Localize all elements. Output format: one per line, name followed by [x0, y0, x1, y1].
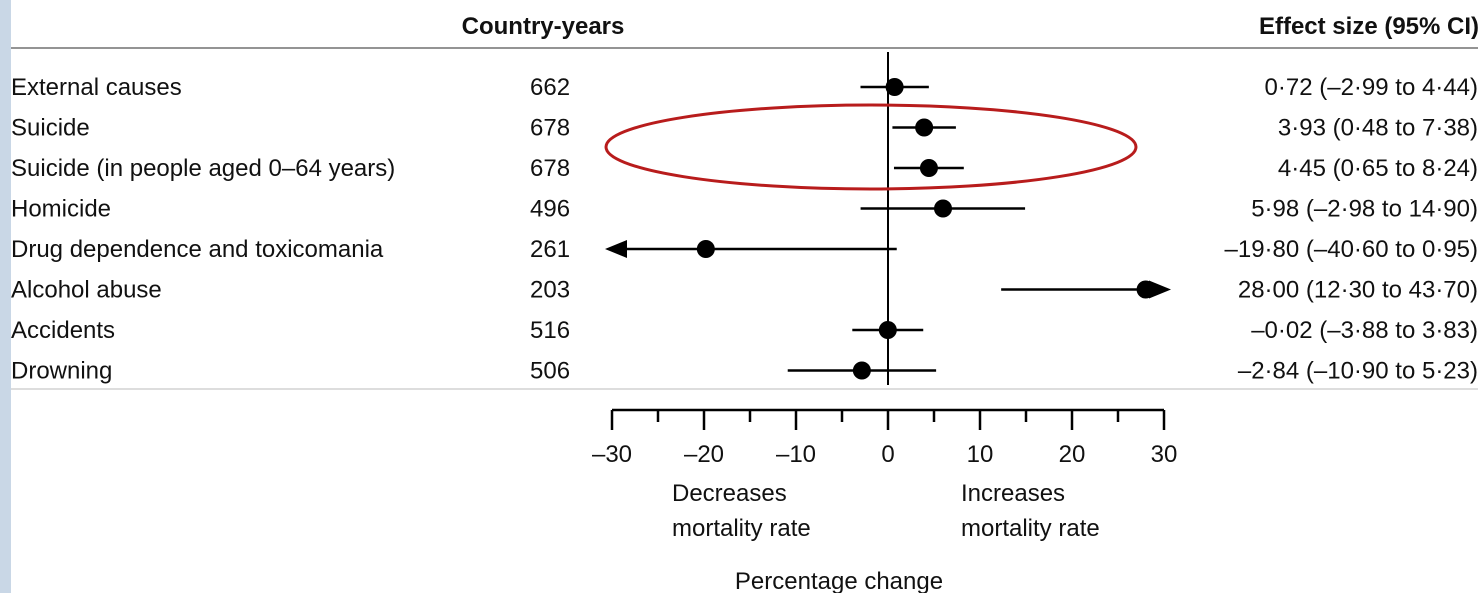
country-years-value: 261: [530, 236, 570, 263]
x-axis-title: Percentage change: [735, 568, 943, 593]
highlight-ellipse: [604, 103, 1138, 191]
row-label: External causes: [11, 74, 182, 101]
x-tick-label: –10: [776, 441, 816, 468]
x-tick-label: –30: [592, 441, 632, 468]
x-tick-label: 20: [1059, 441, 1086, 468]
effect-size-value: 0·72 (–2·99 to 4·44): [1265, 74, 1478, 101]
effect-size-value: –0·02 (–3·88 to 3·83): [1251, 317, 1478, 344]
increases-note: mortality rate: [961, 515, 1100, 542]
rows-layer: External causes 662 0·72 (–2·99 to 4·44) Su…: [11, 74, 1478, 385]
country-years-value: 203: [530, 277, 570, 304]
effect-size-value: 4·45 (0·65 to 8·24): [1278, 155, 1478, 182]
estimate-point: [1136, 280, 1155, 299]
ci-arrow-left: [605, 240, 627, 258]
ci-arrow-right: [1149, 280, 1171, 299]
x-tick-label: 0: [881, 441, 894, 468]
estimate-point: [915, 118, 934, 137]
estimate-point: [852, 361, 871, 380]
figure-panel: Country-years Effect size (95% CI) Exter…: [11, 0, 1478, 593]
effect-size-value: –2·84 (–10·90 to 5·23): [1238, 358, 1478, 385]
country-years-value: 678: [530, 115, 570, 142]
decreases-note: Decreases: [672, 480, 787, 507]
effect-size-value: –19·80 (–40·60 to 0·95): [1225, 236, 1478, 263]
row-label: Drowning: [11, 358, 112, 385]
estimate-point: [878, 321, 897, 339]
forest-plot: Country-years Effect size (95% CI) Exter…: [11, 13, 1478, 593]
estimate-point: [885, 78, 904, 96]
estimate-point: [696, 240, 715, 258]
effect-size-header: Effect size (95% CI): [1259, 13, 1478, 40]
row-label: Alcohol abuse: [11, 277, 162, 304]
decreases-note: mortality rate: [672, 515, 811, 542]
country-years-value: 662: [530, 74, 570, 101]
country-years-value: 678: [530, 155, 570, 182]
row-label: Suicide (in people aged 0–64 years): [11, 155, 395, 182]
country-years-value: 506: [530, 358, 570, 385]
row-label: Homicide: [11, 196, 111, 223]
estimate-point: [934, 199, 953, 218]
x-tick-label: 30: [1151, 441, 1178, 468]
increases-note: Increases: [961, 480, 1065, 507]
country-years-value: 516: [530, 317, 570, 344]
row-label: Suicide: [11, 115, 90, 142]
country-years-header: Country-years: [462, 13, 625, 40]
effect-size-value: 5·98 (–2·98 to 14·90): [1251, 196, 1478, 223]
effect-size-value: 3·93 (0·48 to 7·38): [1278, 115, 1478, 142]
x-tick-label: 10: [967, 441, 994, 468]
row-label: Accidents: [11, 317, 115, 344]
effect-size-value: 28·00 (12·30 to 43·70): [1238, 277, 1478, 304]
row-label: Drug dependence and toxicomania: [11, 236, 384, 263]
country-years-value: 496: [530, 196, 570, 223]
marks-layer: [605, 52, 1171, 385]
x-axis: –30 –20 –10 0 10 20 30 Decreases mortality rate I…: [592, 408, 1178, 593]
x-tick-label: –20: [684, 441, 724, 468]
estimate-point: [919, 159, 938, 177]
